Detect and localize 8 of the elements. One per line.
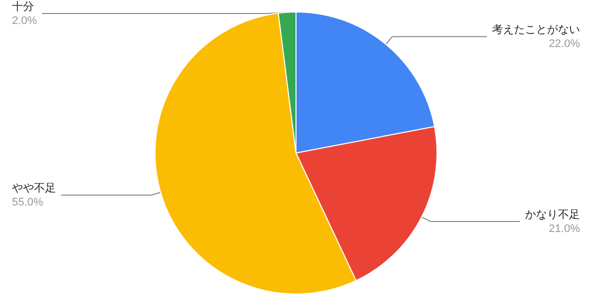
data-label: 55.0% bbox=[12, 196, 44, 209]
slice-label: やや不足 bbox=[12, 182, 56, 195]
data-label: 21.0% bbox=[548, 223, 580, 236]
slice-label: かなり不足 bbox=[525, 208, 580, 222]
data-label: 22.0% bbox=[548, 38, 580, 50]
slice-label: 十分 bbox=[12, 0, 34, 13]
slice-label: 考えたことがない bbox=[492, 23, 580, 36]
data-label: 2.0% bbox=[12, 15, 38, 27]
